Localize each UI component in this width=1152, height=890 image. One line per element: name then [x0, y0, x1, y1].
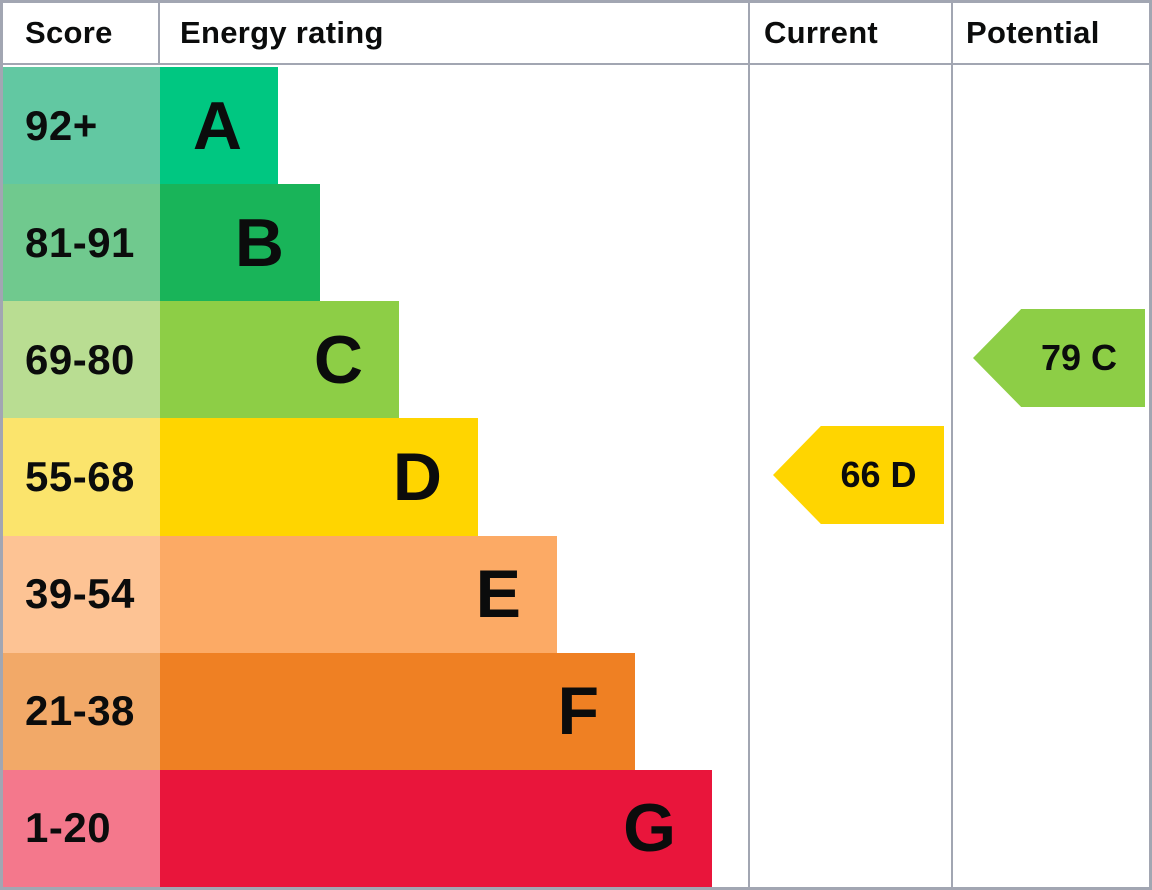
band-f-letter: F: [557, 673, 599, 750]
chart-header: Score Energy rating Current Potential: [3, 3, 1149, 65]
band-d-letter: D: [392, 438, 442, 515]
band-c-letter: C: [313, 321, 363, 398]
band-e-score-range: 39-54: [25, 570, 135, 618]
band-row-d: 55-68 D: [3, 418, 1149, 536]
potential-column-header-label: Potential: [966, 15, 1100, 50]
band-g-letter: G: [623, 790, 676, 867]
band-e-letter: E: [475, 556, 521, 633]
current-rating-label: 66 D: [840, 454, 917, 495]
band-row-f: 21-38 F: [3, 652, 1149, 770]
band-row-b: 81-91 B: [3, 184, 1149, 302]
potential-column-divider: [951, 3, 953, 887]
band-a-bar: A: [160, 67, 278, 185]
energy-rating-column-header: Energy rating: [160, 3, 746, 63]
band-d-score-cell: 55-68: [3, 418, 160, 536]
band-f-score-range: 21-38: [25, 687, 135, 735]
band-row-c: 69-80 C: [3, 301, 1149, 419]
band-b-bar: B: [160, 184, 320, 302]
band-f-bar: F: [160, 652, 635, 770]
band-row-g: 1-20 G: [3, 769, 1149, 887]
band-b-letter: B: [234, 204, 284, 281]
current-column-header: Current: [746, 3, 948, 63]
potential-column-header: Potential: [948, 3, 1133, 63]
band-a-score-cell: 92+: [3, 67, 160, 185]
energy-rating-column-header-label: Energy rating: [180, 15, 384, 50]
band-g-bar: G: [160, 769, 712, 887]
band-b-score-cell: 81-91: [3, 184, 160, 302]
score-column-header-label: Score: [25, 15, 113, 50]
band-a-letter: A: [192, 87, 242, 164]
potential-rating-label: 79 C: [1040, 337, 1118, 378]
band-c-bar: C: [160, 301, 399, 419]
band-row-a: 92+ A: [3, 67, 1149, 185]
band-f-score-cell: 21-38: [3, 652, 160, 770]
band-row-e: 39-54 E: [3, 535, 1149, 653]
band-a-score-range: 92+: [25, 101, 98, 149]
band-c-score-cell: 69-80: [3, 301, 160, 419]
band-d-score-range: 55-68: [25, 452, 135, 500]
band-c-score-range: 69-80: [25, 335, 135, 383]
band-g-score-cell: 1-20: [3, 769, 160, 887]
band-e-score-cell: 39-54: [3, 535, 160, 653]
score-column-header: Score: [3, 3, 160, 63]
band-e-bar: E: [160, 535, 557, 653]
band-rows: 92+ A 81-91 B 69-80 C 55-68 D 39-54 E 21…: [3, 67, 1149, 887]
current-column-divider: [748, 3, 750, 887]
current-column-header-label: Current: [764, 15, 879, 50]
band-d-bar: D: [160, 418, 478, 536]
band-g-score-range: 1-20: [25, 804, 112, 852]
band-b-score-range: 81-91: [25, 218, 135, 266]
